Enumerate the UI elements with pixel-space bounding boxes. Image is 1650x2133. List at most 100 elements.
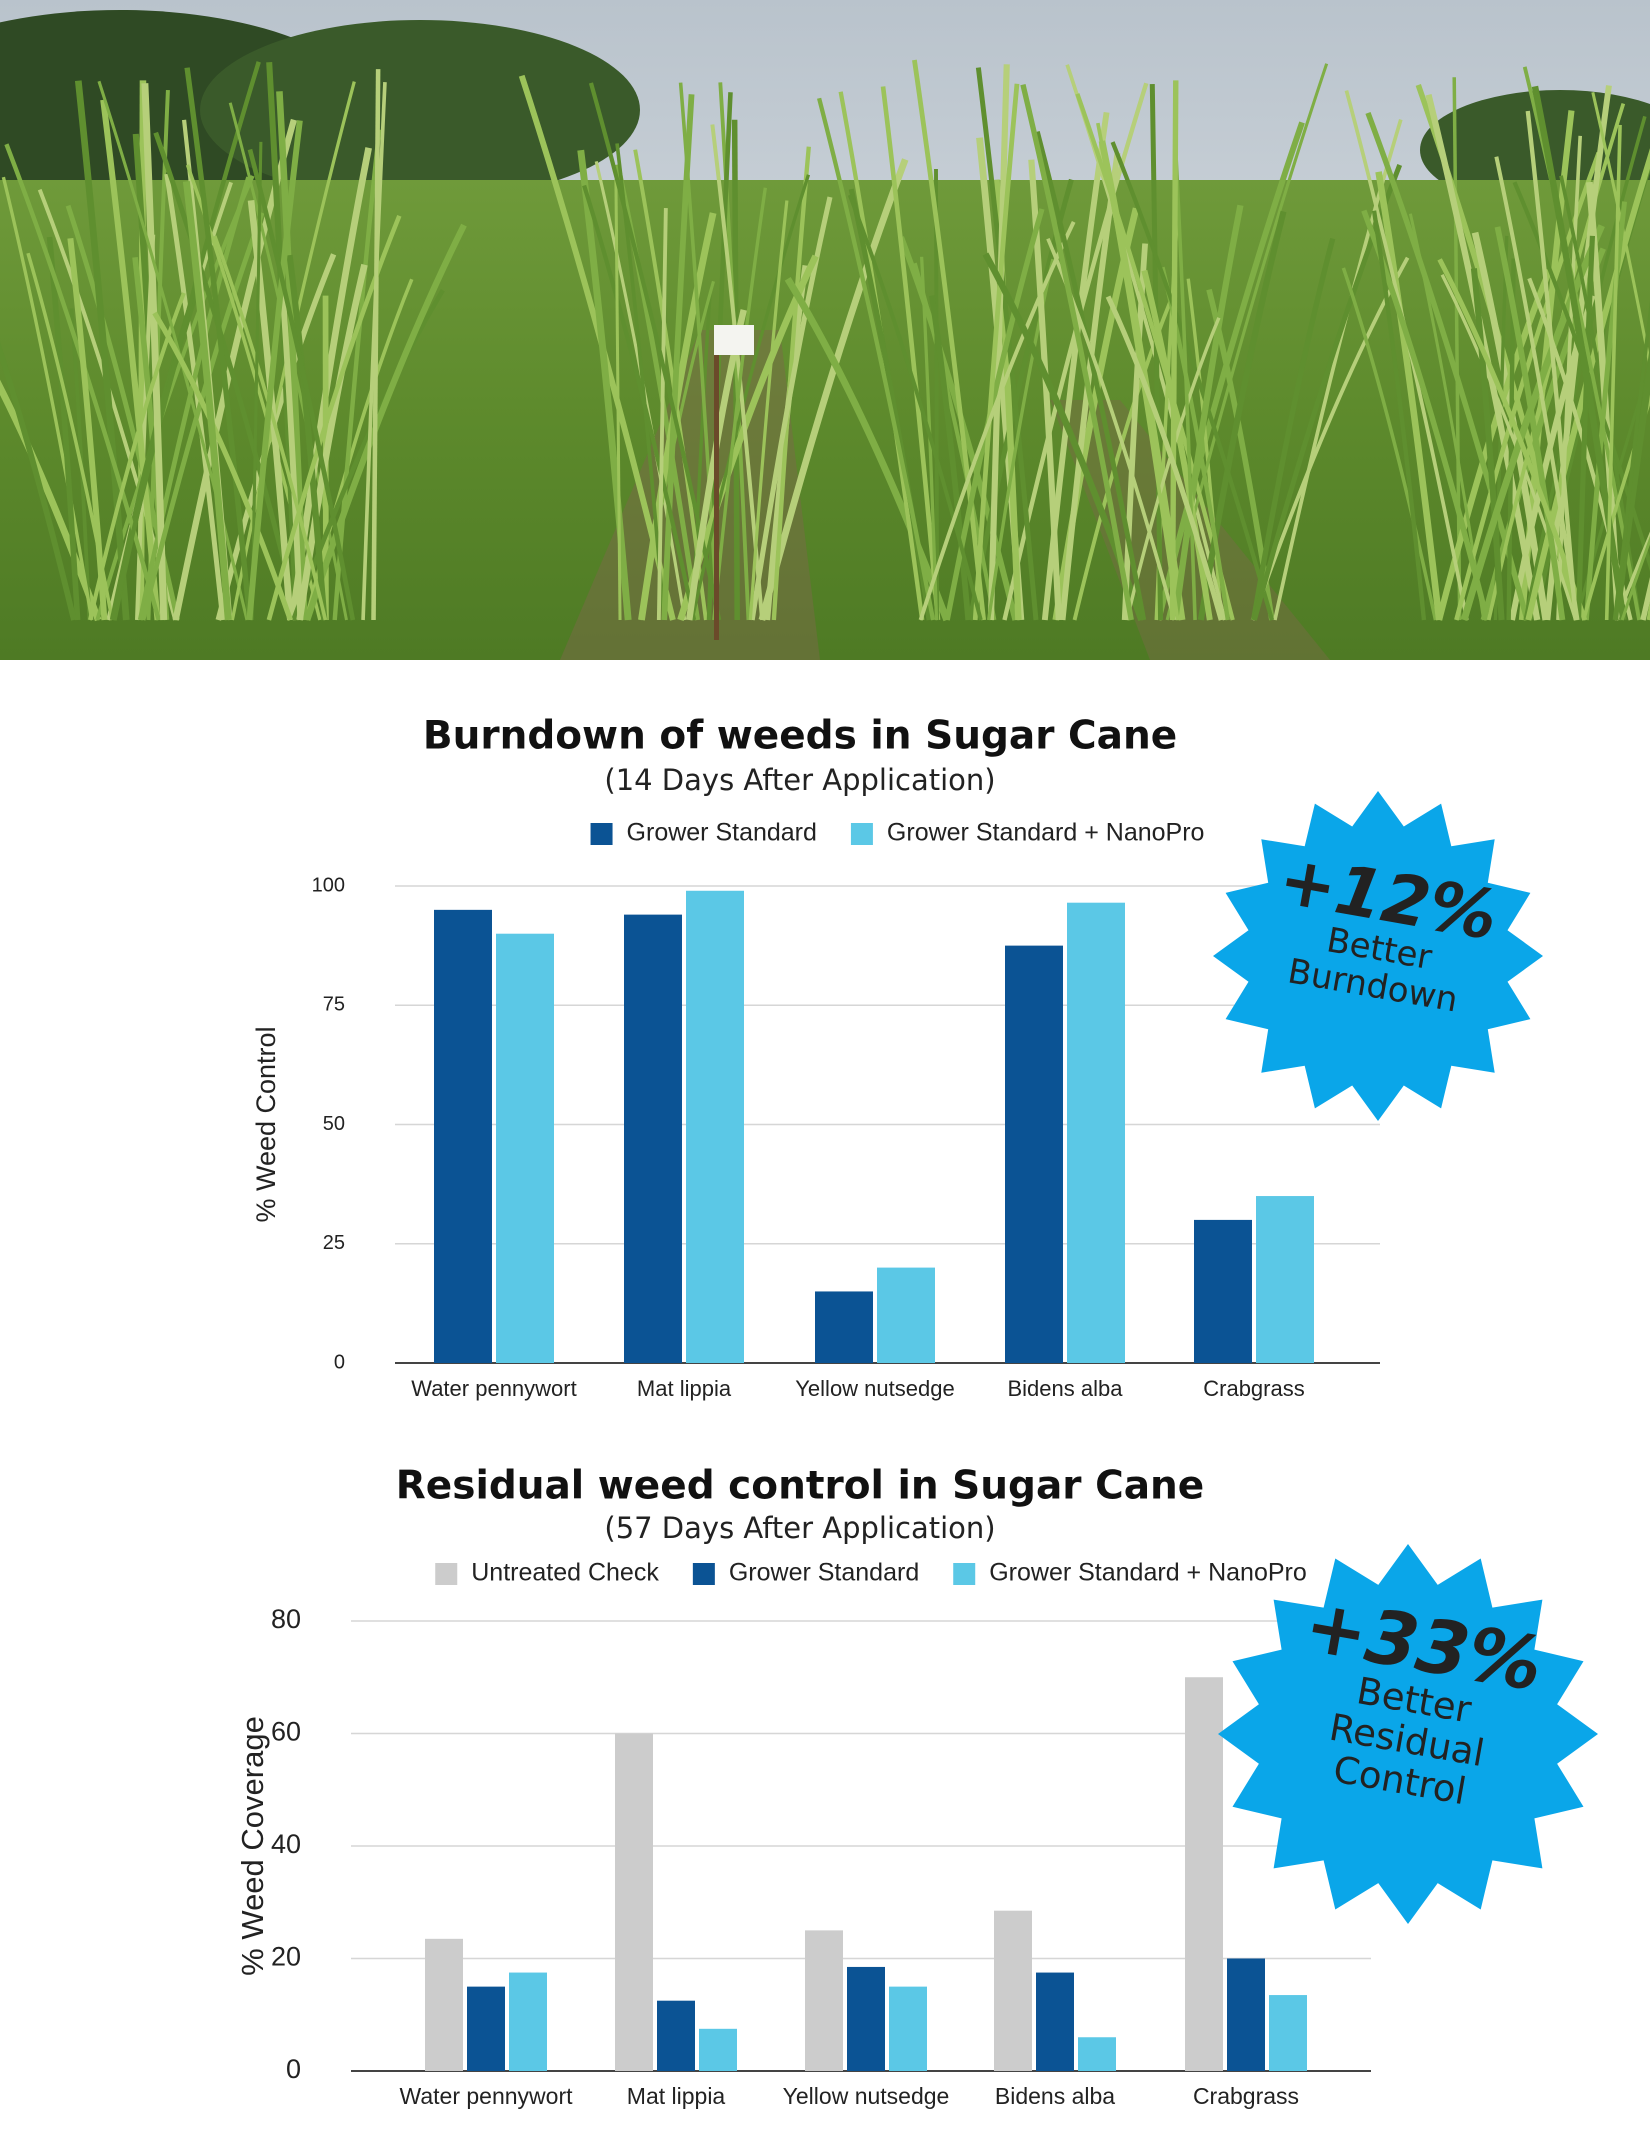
blade — [912, 59, 987, 621]
blade — [1574, 360, 1650, 621]
x-tick-label: Yellow nutsedge — [795, 1376, 954, 1401]
blade — [1620, 535, 1650, 621]
blade — [1531, 85, 1627, 621]
stake — [714, 330, 719, 640]
bar — [425, 1938, 463, 2071]
blade — [817, 97, 936, 621]
blade — [975, 67, 1039, 621]
blade — [246, 120, 303, 621]
blade — [304, 223, 467, 621]
legend-label: Grower Standard — [627, 819, 817, 847]
blade — [1523, 115, 1647, 621]
legend-label: Grower Standard + NanoPro — [989, 1559, 1307, 1587]
bar — [994, 1910, 1032, 2071]
blade — [182, 180, 232, 621]
y-tick-label: 20 — [271, 1942, 301, 1972]
blade — [100, 99, 161, 621]
legend-swatch — [590, 823, 613, 845]
y-axis-label: % Weed Control — [251, 1026, 281, 1222]
blade — [919, 256, 939, 621]
bar — [615, 1733, 653, 2071]
sign — [714, 325, 754, 355]
blade — [332, 129, 382, 621]
blade — [1591, 91, 1650, 374]
blade — [1614, 531, 1650, 621]
x-tick-label: Bidens alba — [1008, 1376, 1124, 1401]
blade — [1110, 141, 1275, 621]
blade — [97, 80, 249, 621]
blade — [1525, 110, 1578, 621]
blade — [928, 295, 972, 621]
chart: Burndown of weeds in Sugar Cane (14 Days … — [251, 714, 1543, 1401]
bar — [657, 2000, 695, 2071]
blade — [1494, 156, 1580, 621]
bar — [847, 1966, 885, 2071]
bar — [496, 933, 554, 1363]
chart-title: Residual weed control in Sugar Cane — [396, 1464, 1205, 1509]
blade — [1460, 224, 1605, 621]
blade — [361, 82, 387, 621]
bar — [1269, 1995, 1307, 2071]
blade — [74, 80, 130, 621]
blade — [1250, 237, 1336, 621]
bar — [686, 890, 744, 1363]
y-tick-label: 50 — [323, 1113, 345, 1135]
starburst — [1213, 791, 1543, 1121]
blade — [656, 208, 668, 621]
legend-swatch — [435, 1563, 458, 1585]
y-tick-label: 0 — [286, 2054, 301, 2084]
blade — [1169, 80, 1179, 621]
blade — [1581, 393, 1650, 621]
blade — [153, 131, 302, 621]
bar — [1185, 1677, 1223, 2071]
x-tick-label: Water pennywort — [400, 2083, 574, 2109]
blade — [1583, 201, 1628, 621]
legend-label: Untreated Check — [471, 1559, 659, 1587]
chart: Residual weed control in Sugar Cane(57 D… — [235, 1464, 1598, 2109]
blade — [1604, 124, 1622, 621]
blade — [1437, 258, 1588, 621]
field-photo — [0, 0, 1650, 660]
blade — [986, 258, 1055, 621]
legend-swatch — [953, 1563, 976, 1585]
bar — [509, 1972, 547, 2071]
y-tick-label: 75 — [323, 994, 345, 1016]
bar — [889, 1986, 927, 2071]
y-tick-label: 25 — [323, 1232, 345, 1254]
chart-subtitle: (57 Days After Application) — [604, 1511, 995, 1545]
x-tick-label: Mat lippia — [637, 1376, 732, 1401]
blade — [1494, 226, 1566, 621]
cane — [0, 59, 1650, 622]
blade — [880, 86, 941, 621]
blade — [1172, 204, 1244, 621]
blade — [847, 194, 983, 621]
blade — [1, 176, 94, 621]
blade — [141, 83, 168, 621]
blade — [1470, 268, 1505, 621]
blade — [1034, 131, 1147, 621]
blade — [1020, 84, 1134, 621]
blade — [1075, 93, 1235, 621]
blade — [577, 149, 632, 621]
blade — [286, 254, 328, 621]
blade — [784, 277, 951, 622]
blade — [1121, 243, 1148, 621]
y-tick-label: 80 — [271, 1604, 301, 1634]
bar — [1227, 1958, 1265, 2071]
blade — [614, 179, 622, 621]
legend: Untreated Check Grower Standard Grower Sta… — [435, 1559, 1307, 1587]
bar — [434, 909, 492, 1363]
blade — [1454, 151, 1601, 621]
blade — [1273, 119, 1403, 621]
blade — [918, 221, 1076, 621]
blade — [582, 184, 697, 621]
bar — [805, 1930, 843, 2071]
blade — [758, 158, 909, 621]
x-tick-label: Bidens alba — [995, 2083, 1115, 2109]
blade — [67, 237, 108, 621]
bar — [815, 1291, 873, 1363]
blade — [1525, 148, 1650, 621]
blade — [276, 91, 308, 621]
bar — [877, 1267, 935, 1363]
